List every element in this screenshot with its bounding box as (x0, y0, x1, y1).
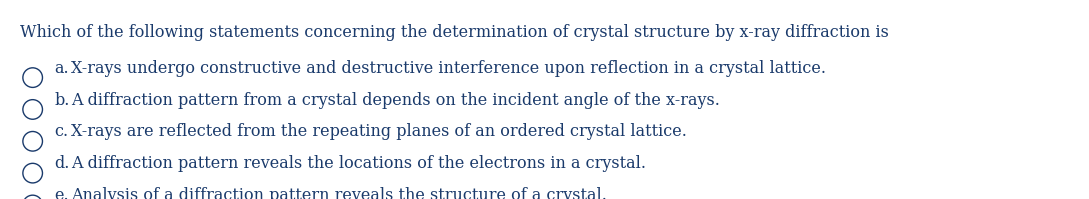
Text: A diffraction pattern from a crystal depends on the incident angle of the x-rays: A diffraction pattern from a crystal dep… (71, 92, 720, 108)
Text: A diffraction pattern reveals the locations of the electrons in a crystal.: A diffraction pattern reveals the locati… (71, 155, 646, 172)
Text: Which of the following statements concerning the determination of crystal struct: Which of the following statements concer… (20, 24, 894, 41)
Text: b.: b. (54, 92, 70, 108)
Text: X-rays are reflected from the repeating planes of an ordered crystal lattice.: X-rays are reflected from the repeating … (71, 123, 687, 140)
Text: X-rays undergo constructive and destructive interference upon reflection in a cr: X-rays undergo constructive and destruct… (71, 60, 825, 77)
Text: d.: d. (54, 155, 70, 172)
Text: Analysis of a diffraction pattern reveals the structure of a crystal.: Analysis of a diffraction pattern reveal… (71, 187, 607, 199)
Text: Which of the following statements concerning the determination of crystal struct: Which of the following statements concer… (20, 24, 894, 41)
Text: c.: c. (54, 123, 69, 140)
Text: e.: e. (54, 187, 69, 199)
Text: a.: a. (54, 60, 69, 77)
